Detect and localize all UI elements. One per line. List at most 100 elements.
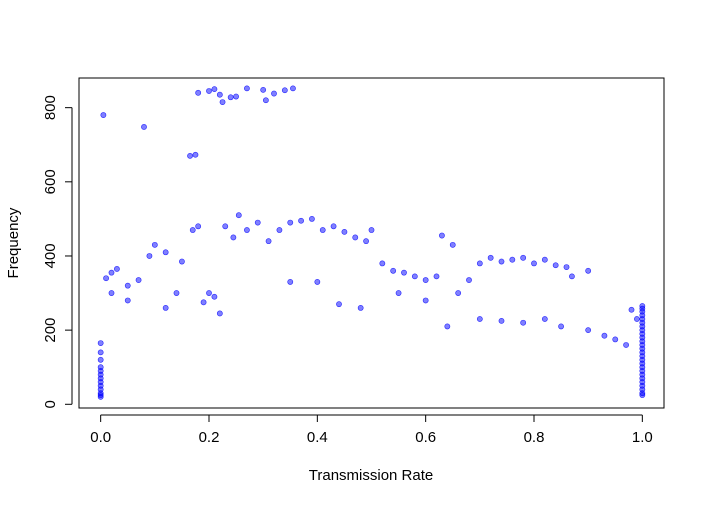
- x-tick-label: 1.0: [632, 429, 653, 446]
- data-point: [531, 260, 537, 267]
- data-point: [433, 273, 440, 280]
- data-point: [162, 304, 169, 311]
- data-point: [97, 393, 104, 400]
- x-axis: 0.0 0.2 0.4 0.6 0.8 1.0: [90, 414, 653, 446]
- data-point: [124, 297, 131, 304]
- data-point: [422, 277, 429, 283]
- data-point: [262, 97, 269, 104]
- data-point: [227, 94, 234, 101]
- data-points: [97, 85, 646, 400]
- y-tick-label: 0: [42, 400, 59, 408]
- x-tick-label: 0.8: [524, 429, 545, 446]
- data-point: [211, 86, 218, 93]
- data-point: [192, 151, 199, 158]
- data-point: [455, 290, 462, 296]
- data-point: [211, 293, 218, 300]
- data-point: [124, 282, 131, 289]
- x-tick-label: 0.4: [307, 429, 328, 446]
- data-point: [520, 254, 527, 261]
- data-point: [222, 223, 229, 230]
- data-point: [189, 227, 196, 233]
- data-point: [206, 88, 212, 94]
- y-tick-label: 600: [42, 169, 59, 194]
- data-point: [319, 227, 326, 233]
- data-point: [476, 316, 483, 322]
- data-point: [287, 219, 294, 226]
- data-point: [281, 87, 288, 94]
- data-point: [368, 227, 375, 233]
- data-point: [151, 241, 158, 248]
- data-point: [187, 152, 193, 159]
- data-point: [336, 301, 342, 308]
- y-tick-label: 200: [42, 318, 59, 343]
- data-point: [476, 260, 483, 267]
- data-point: [173, 290, 180, 296]
- data-point: [309, 215, 315, 222]
- data-point: [330, 223, 337, 230]
- data-point: [623, 342, 629, 348]
- data-point: [634, 316, 640, 322]
- data-point: [612, 336, 619, 343]
- data-point: [390, 267, 397, 274]
- data-point: [195, 223, 202, 230]
- data-point: [219, 99, 226, 105]
- data-point: [352, 234, 359, 241]
- data-point: [271, 90, 277, 97]
- data-point: [585, 267, 592, 274]
- data-point: [558, 323, 564, 330]
- data-point: [97, 340, 104, 347]
- data-point: [509, 256, 516, 263]
- data-point: [233, 93, 239, 100]
- data-point: [628, 306, 635, 313]
- x-tick-label: 0.6: [415, 429, 436, 446]
- data-point: [260, 86, 267, 93]
- data-point: [541, 316, 548, 322]
- data-point: [569, 273, 575, 280]
- data-point: [395, 290, 402, 296]
- data-point: [444, 323, 451, 330]
- x-axis-label: Transmission Rate: [309, 467, 433, 484]
- data-point: [422, 297, 429, 304]
- data-point: [585, 327, 592, 334]
- data-point: [287, 279, 294, 285]
- data-point: [552, 262, 559, 269]
- data-point: [290, 85, 296, 92]
- data-point: [449, 241, 456, 248]
- data-point: [379, 260, 386, 267]
- data-point: [639, 392, 646, 398]
- data-point: [216, 91, 223, 98]
- data-point: [314, 279, 321, 285]
- y-tick-label: 400: [42, 243, 59, 268]
- data-point: [401, 269, 407, 276]
- data-point: [298, 217, 304, 224]
- data-point: [541, 256, 548, 263]
- data-point: [216, 310, 223, 317]
- data-point: [195, 89, 202, 96]
- y-axis: 0 200 400 600 800: [42, 95, 73, 408]
- data-point: [363, 238, 369, 245]
- y-tick-label: 800: [42, 95, 59, 120]
- data-point: [162, 249, 169, 256]
- data-point: [244, 227, 250, 233]
- data-point: [498, 317, 505, 324]
- data-point: [206, 290, 212, 296]
- data-point: [97, 349, 104, 356]
- data-point: [235, 212, 242, 219]
- x-tick-label: 0.2: [199, 429, 220, 446]
- data-point: [487, 254, 494, 261]
- data-point: [276, 227, 283, 233]
- x-tick-label: 0.0: [90, 429, 111, 446]
- data-point: [563, 264, 570, 270]
- plot-frame: [78, 77, 665, 409]
- data-point: [108, 290, 115, 296]
- data-point: [439, 232, 445, 239]
- data-point: [601, 332, 608, 339]
- y-axis-label: Frequency: [5, 207, 22, 278]
- data-point: [411, 273, 418, 280]
- data-point: [103, 275, 109, 282]
- data-point: [200, 299, 207, 306]
- data-point: [141, 124, 147, 130]
- data-point: [230, 234, 237, 241]
- data-point: [265, 238, 272, 245]
